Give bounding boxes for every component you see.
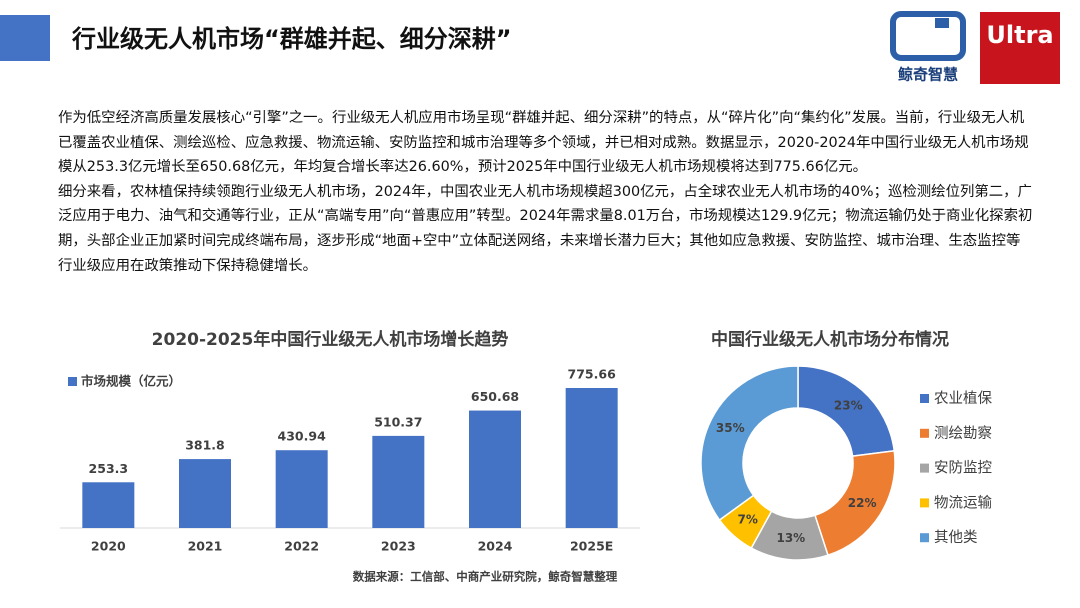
bar (469, 410, 521, 528)
data-label: 381.8 (185, 438, 225, 453)
x-tick-label: 2023 (381, 539, 416, 554)
data-label: 775.66 (568, 367, 617, 382)
x-tick-label: 2020 (91, 539, 126, 554)
body-text: 作为低空经济高质量发展核心“引擎”之一。行业级无人机应用市场呈现“群雄并起、细分… (58, 106, 1033, 278)
data-label: 35% (716, 421, 745, 435)
chart-title: 中国行业级无人机市场分布情况 (711, 329, 949, 350)
donut-slice (797, 365, 896, 457)
bar (275, 450, 328, 528)
data-label: 650.68 (471, 389, 519, 404)
logo-badge: Ultra (986, 21, 1053, 49)
legend-label: 测绘勘察 (934, 424, 992, 442)
x-tick-label: 2024 (478, 539, 513, 554)
legend-swatch (920, 394, 929, 403)
data-label: 23% (834, 398, 863, 412)
donut-slice (700, 365, 799, 522)
paragraph: 作为低空经济高质量发展核心“引擎”之一。行业级无人机应用市场呈现“群雄并起、细分… (58, 110, 1029, 176)
source: 数据来源：工信部、中商产业研究院，鲸奇智慧整理 (353, 570, 618, 584)
bar (565, 388, 618, 528)
logo-icon (935, 18, 949, 28)
data-label: 430.94 (278, 429, 327, 444)
title-block (0, 15, 50, 61)
legend-swatch (920, 428, 929, 438)
legend-label: 物流运输 (934, 494, 992, 511)
data-label: 510.37 (374, 414, 422, 429)
slide-title: 行业级无人机市场“群雄并起、细分深耕” (71, 25, 512, 53)
legend-label: 其他类 (934, 529, 978, 546)
bar (82, 482, 135, 528)
legend-swatch (920, 463, 929, 473)
legend-swatch (68, 377, 77, 386)
legend-label: 农业植保 (934, 390, 992, 407)
data-label: 13% (776, 531, 805, 545)
legend-label: 市场规模（亿元） (81, 374, 181, 389)
logo-icon (890, 11, 966, 61)
legend-swatch (920, 498, 929, 508)
logo-badge-bg (980, 12, 1060, 84)
bar (372, 435, 425, 528)
data-label: 7% (738, 513, 758, 527)
bar (179, 459, 231, 528)
logo-brand: 鲸奇智慧 (898, 66, 958, 84)
chart-title: 2020-2025年中国行业级无人机市场增长趋势 (152, 329, 509, 350)
x-tick-label: 2025E (570, 539, 613, 554)
x-tick-label: 2022 (284, 539, 319, 554)
data-label: 253.3 (89, 461, 129, 476)
data-label: 22% (848, 496, 877, 510)
legend-swatch (920, 533, 929, 543)
legend-label: 安防监控 (934, 460, 992, 477)
paragraph: 细分来看，农林植保持续领跑行业级无人机市场，2024年，中国农业无人机市场规模超… (58, 183, 1033, 274)
x-tick-label: 2021 (188, 539, 223, 554)
